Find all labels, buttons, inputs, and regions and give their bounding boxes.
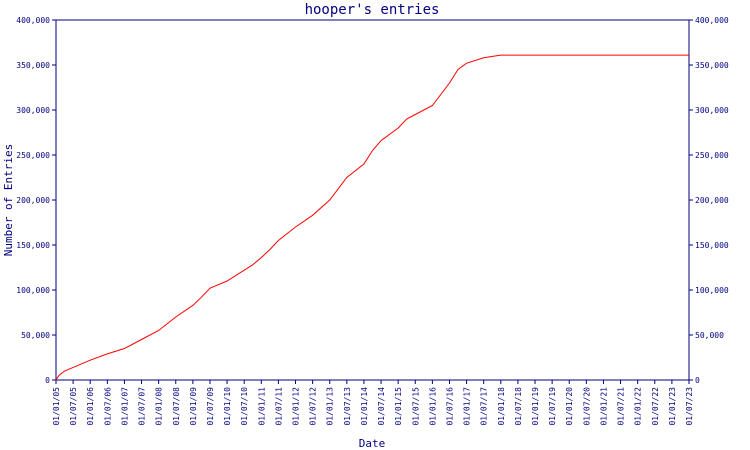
- x-axis-label: Date: [359, 437, 386, 450]
- y-tick-label-left: 0: [45, 376, 50, 385]
- x-tick-label: 01/01/09: [189, 387, 198, 426]
- x-tick-label: 01/07/12: [309, 387, 318, 426]
- x-tick-label: 01/07/14: [377, 387, 386, 426]
- entries-series-line: [55, 54, 689, 381]
- x-tick-label: 01/01/06: [86, 387, 95, 426]
- y-axis-right: 0 50,000 100,000 150,000 200,000 250,000 300,0…: [689, 16, 729, 385]
- x-tick-label: 01/01/23: [668, 387, 677, 426]
- x-tick-label: 01/01/13: [326, 387, 335, 426]
- y-tick-label-right: 350,000: [695, 61, 729, 70]
- x-tick-label: 01/07/17: [480, 387, 489, 426]
- y-tick-label-right: 250,000: [695, 151, 729, 160]
- x-tick-label: 01/01/10: [223, 387, 232, 426]
- x-tick-label: 01/07/21: [617, 387, 626, 426]
- y-axis-label: Number of Entries: [2, 144, 15, 257]
- x-tick-label: 01/01/21: [599, 387, 608, 426]
- y-tick-label-right: 100,000: [695, 286, 729, 295]
- y-tick-label-left: 400,000: [16, 16, 50, 25]
- y-tick-label-right: 400,000: [695, 16, 729, 25]
- x-tick-label: 01/07/08: [172, 387, 181, 426]
- x-tick-label: 01/07/13: [343, 387, 352, 426]
- x-tick-label: 01/01/20: [565, 387, 574, 426]
- x-tick-label: 01/07/16: [445, 387, 454, 426]
- y-tick-label-left: 250,000: [16, 151, 50, 160]
- y-tick-label-left: 150,000: [16, 241, 50, 250]
- y-tick-label-left: 300,000: [16, 106, 50, 115]
- y-tick-label-left: 50,000: [21, 331, 50, 340]
- x-tick-label: 01/01/17: [463, 387, 472, 426]
- x-tick-label: 01/07/18: [514, 387, 523, 426]
- x-axis: 01/01/05 01/07/05 01/01/06 01/07/06 01/01/07…: [52, 380, 694, 426]
- x-tick-label: 01/07/19: [548, 387, 557, 426]
- x-tick-label: 01/01/11: [257, 387, 266, 426]
- x-tick-label: 01/01/12: [292, 387, 301, 426]
- plot-area-frame: [55, 19, 690, 381]
- y-tick-label-left: 350,000: [16, 61, 50, 70]
- x-tick-label: 01/07/23: [685, 387, 694, 426]
- x-tick-label: 01/01/08: [155, 387, 164, 426]
- y-tick-label-left: 200,000: [16, 196, 50, 205]
- x-tick-label: 01/01/05: [52, 387, 61, 426]
- y-tick-label-left: 100,000: [16, 286, 50, 295]
- y-tick-label-right: 50,000: [695, 331, 724, 340]
- x-tick-label: 01/01/19: [531, 387, 540, 426]
- y-tick-label-right: 200,000: [695, 196, 729, 205]
- x-tick-label: 01/07/09: [206, 387, 215, 426]
- y-tick-label-right: 0: [695, 376, 700, 385]
- x-tick-label: 01/07/11: [274, 387, 283, 426]
- y-axis-left: 0 50,000 100,000 150,000 200,000 250,000 300,0…: [16, 16, 56, 385]
- y-tick-label-right: 150,000: [695, 241, 729, 250]
- x-tick-label: 01/07/06: [103, 387, 112, 426]
- x-tick-label: 01/01/15: [394, 387, 403, 426]
- chart-title: hooper's entries: [305, 2, 440, 18]
- x-tick-label: 01/01/07: [120, 387, 129, 426]
- x-tick-label: 01/07/05: [69, 387, 78, 426]
- x-tick-label: 01/07/07: [138, 387, 147, 426]
- y-tick-label-right: 300,000: [695, 106, 729, 115]
- x-tick-label: 01/01/14: [360, 387, 369, 426]
- x-tick-label: 01/07/22: [651, 387, 660, 426]
- x-tick-label: 01/07/10: [240, 387, 249, 426]
- x-tick-label: 01/01/22: [634, 387, 643, 426]
- x-tick-label: 01/07/15: [411, 387, 420, 426]
- x-tick-label: 01/01/16: [428, 387, 437, 426]
- x-tick-label: 01/01/18: [497, 387, 506, 426]
- x-tick-label: 01/07/20: [582, 387, 591, 426]
